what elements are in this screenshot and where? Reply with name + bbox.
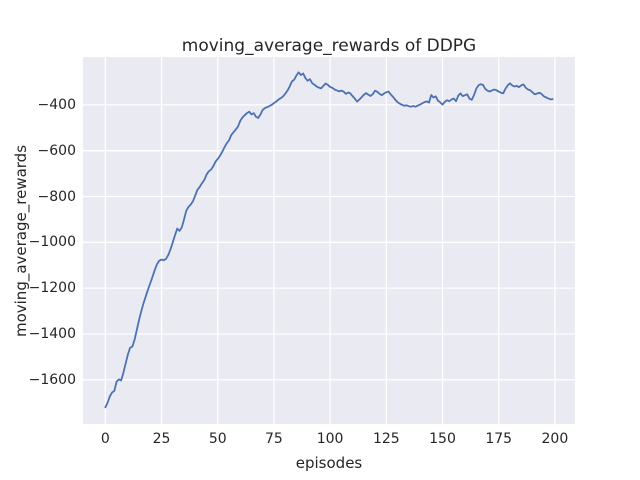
x-tick-label: 150 bbox=[429, 431, 456, 447]
y-tick-label: −1200 bbox=[28, 280, 76, 297]
series-line-moving_average_rewards bbox=[104, 71, 554, 409]
y-tick-label: −400 bbox=[37, 96, 76, 113]
y-tick-label: −800 bbox=[37, 188, 76, 205]
x-tick-label: 125 bbox=[372, 431, 400, 447]
x-axis-label: episodes bbox=[295, 454, 363, 472]
x-tick-label: 175 bbox=[485, 431, 513, 447]
y-tick-label: −1600 bbox=[28, 371, 76, 388]
x-tick-label: 50 bbox=[208, 431, 227, 447]
y-tick-label: −1400 bbox=[28, 325, 76, 342]
x-tick-label: 200 bbox=[541, 431, 569, 447]
chart-title: moving_average_rewards of DDPG bbox=[181, 36, 477, 56]
x-tick-label: 25 bbox=[152, 431, 171, 447]
x-tick-label: 75 bbox=[265, 431, 283, 447]
x-tick-label: 100 bbox=[316, 431, 344, 447]
plot-area bbox=[83, 57, 575, 424]
line-chart-svg bbox=[83, 57, 575, 424]
y-tick-label: −600 bbox=[37, 142, 76, 159]
y-tick-label: −1000 bbox=[28, 234, 76, 251]
x-tick-label: 0 bbox=[100, 431, 110, 447]
